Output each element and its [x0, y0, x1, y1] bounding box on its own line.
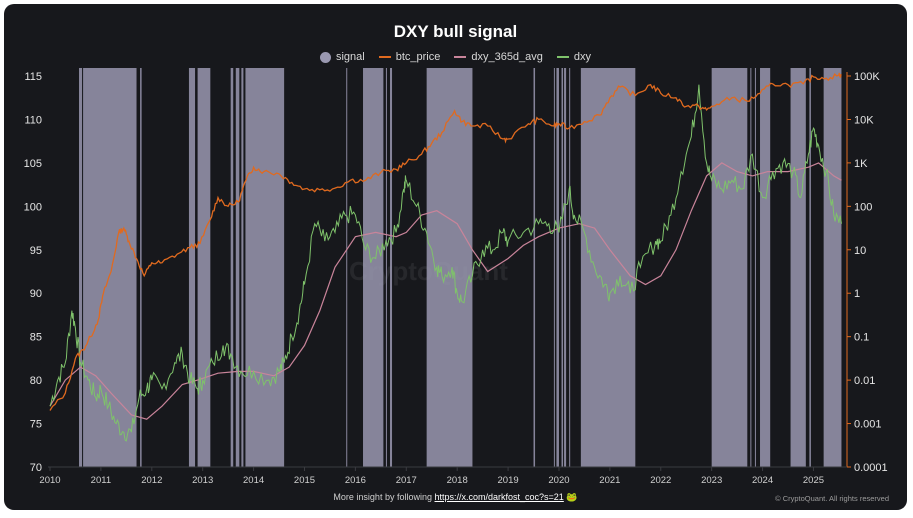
x-tick-2011: 2011 [91, 475, 111, 486]
signal-band-1 [83, 68, 137, 467]
y-right-tick-0.01: 0.01 [854, 375, 875, 387]
frog-icon: 🐸 [566, 492, 578, 502]
legend-label-dxy: dxy [573, 51, 592, 63]
signal-band-27 [823, 68, 842, 467]
x-tick-2016: 2016 [345, 475, 366, 486]
signal-band-15 [553, 68, 555, 467]
signal-band-24 [760, 68, 771, 467]
x-tick-2023: 2023 [701, 475, 722, 486]
x-tick-2022: 2022 [650, 475, 671, 486]
x-tick-2024: 2024 [752, 475, 773, 486]
y-right-tick-10: 10 [854, 245, 866, 257]
signal-band-18 [564, 68, 567, 467]
footer-link[interactable]: https://x.com/darkfost_coc?s=21 [434, 492, 564, 502]
x-tick-2015: 2015 [294, 475, 315, 486]
signal-band-13 [426, 68, 473, 467]
x-tick-2013: 2013 [192, 475, 213, 486]
legend: signal btc_price dxy_365d_avg dxy [4, 51, 907, 63]
legend-label-signal: signal [335, 51, 365, 63]
chart-panel: DXY bull signal signal btc_price dxy_365… [4, 4, 907, 510]
y-left-tick-75: 75 [30, 419, 42, 431]
signal-band-8 [245, 68, 285, 467]
y-left-tick-110: 110 [24, 114, 42, 126]
series-dxy [49, 84, 842, 442]
legend-item-signal[interactable]: signal [319, 51, 365, 63]
y-right-tick-100: 100 [854, 201, 872, 213]
x-tick-2021: 2021 [599, 475, 620, 486]
signal-band-16 [556, 68, 559, 467]
y-right-tick-100K: 100K [854, 71, 880, 83]
y-left-tick-95: 95 [30, 245, 42, 257]
copyright: © CryptoQuant. All rights reserved [775, 494, 889, 503]
signal-band-22 [750, 68, 752, 467]
legend-swatch-dxy-avg [454, 56, 467, 58]
legend-item-dxy-avg[interactable]: dxy_365d_avg [454, 51, 543, 63]
legend-swatch-dxy [556, 56, 569, 58]
x-tick-2020: 2020 [548, 475, 569, 486]
legend-item-dxy[interactable]: dxy [556, 51, 592, 63]
y-left-tick-85: 85 [30, 332, 42, 344]
signal-band-23 [754, 68, 756, 467]
x-tick-2019: 2019 [498, 475, 519, 486]
y-right-tick-1K: 1K [854, 158, 868, 170]
x-tick-2018: 2018 [447, 475, 468, 486]
y-left-tick-115: 115 [24, 71, 42, 83]
series-dxy-365d-avg [49, 162, 842, 420]
y-right-tick-10K: 10K [854, 114, 874, 126]
y-right-tick-0.001: 0.001 [854, 419, 882, 431]
signal-band-3 [188, 68, 196, 467]
signal-band-4 [197, 68, 211, 467]
y-right-tick-1: 1 [854, 288, 860, 300]
signal-band-17 [561, 68, 564, 467]
legend-label-dxy-avg: dxy_365d_avg [471, 51, 543, 63]
legend-label-btc-price: btc_price [395, 51, 441, 63]
y-left-tick-90: 90 [30, 288, 42, 300]
signal-band-26 [809, 68, 811, 467]
legend-swatch-btc-price [378, 56, 391, 58]
signal-band-5 [230, 68, 234, 467]
y-left-tick-100: 100 [24, 201, 42, 213]
x-tick-2025: 2025 [803, 475, 824, 486]
chart-title: DXY bull signal [393, 22, 518, 41]
x-tick-2014: 2014 [243, 475, 264, 486]
signal-band-14 [533, 68, 536, 467]
signal-band-21 [711, 68, 748, 467]
chart-canvas: 115 110 105 100 95 90 85 80 75 70 100K 10K 1K 100 10 1 0… [24, 68, 888, 486]
signal-band-6 [235, 68, 240, 467]
series-btc-price [49, 72, 842, 411]
signal-band-0 [79, 68, 83, 467]
y-left-tick-70: 70 [30, 462, 42, 474]
y-left-tick-105: 105 [24, 158, 42, 170]
signal-band-19 [569, 68, 571, 467]
footer-text: More insight by following [333, 492, 432, 502]
y-right-tick-0.1: 0.1 [854, 332, 869, 344]
x-tick-2017: 2017 [396, 475, 417, 486]
legend-swatch-signal [319, 51, 331, 63]
y-left-tick-80: 80 [30, 375, 42, 387]
signal-band-12 [389, 68, 393, 467]
footer: More insight by following https://x.com/… [4, 492, 907, 503]
signal-band-20 [580, 68, 636, 467]
signal-band-11 [385, 68, 387, 467]
legend-item-btc-price[interactable]: btc_price [378, 51, 441, 63]
signal-band-7 [241, 68, 244, 467]
signal-band-25 [790, 68, 806, 467]
x-tick-2010: 2010 [39, 475, 60, 486]
signal-band-9 [346, 68, 348, 467]
y-right-tick-0.0001: 0.0001 [854, 462, 888, 474]
signal-band-2 [140, 68, 142, 467]
signal-band-10 [363, 68, 384, 467]
x-tick-2012: 2012 [141, 475, 162, 486]
